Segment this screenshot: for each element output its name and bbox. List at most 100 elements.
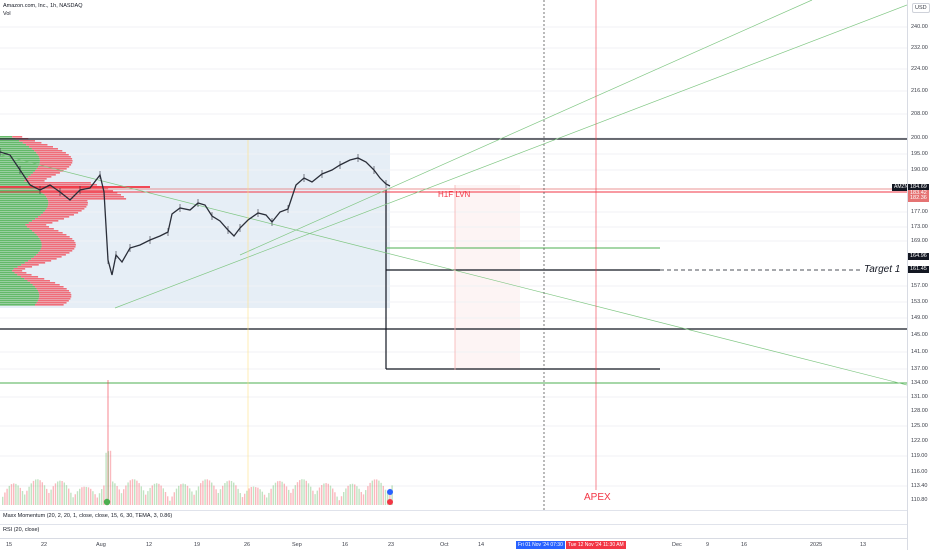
volume-profile-bar: [0, 220, 33, 222]
time-label: 14: [478, 542, 485, 548]
price-tag: 164.96: [908, 252, 929, 260]
price-tag: 184.69: [908, 183, 929, 191]
volume-bar: [19, 487, 21, 505]
volume-profile-bar: [0, 282, 31, 284]
price-tick: 177.00: [911, 209, 928, 215]
volume-bar: [83, 486, 85, 505]
volume-profile-bar: [0, 200, 49, 202]
volume-bar: [288, 489, 290, 505]
volume-bar: [277, 481, 279, 505]
time-marker[interactable]: Tue 12 Nov '24 11:30 AM: [566, 541, 626, 549]
volume-bar: [164, 492, 167, 505]
volume-bar: [338, 500, 340, 505]
volume-bar: [178, 485, 180, 505]
volume-profile-bar: [32, 284, 60, 286]
volume-bar: [239, 493, 241, 505]
volume-bar: [367, 486, 369, 505]
time-label: 23: [388, 542, 395, 548]
volume-bar: [226, 481, 228, 505]
volume-profile-bar: [25, 224, 47, 226]
volume-profile-bar: [36, 234, 67, 236]
momentum-indicator-label[interactable]: Maxx Momentum (20, 2, 20, 1, close, clos…: [3, 513, 173, 519]
volume-bar: [371, 480, 373, 505]
volume-bar: [118, 489, 120, 505]
volume-profile-bar: [0, 252, 39, 254]
volume-bar: [138, 483, 140, 505]
volume-bar: [162, 488, 164, 505]
volume-bar: [186, 485, 189, 505]
volume-bar: [200, 483, 202, 505]
hlvn-label[interactable]: H1F LVN: [438, 190, 471, 199]
volume-bar: [74, 494, 76, 505]
price-tick: 137.00: [911, 366, 928, 372]
rsi-indicator-label[interactable]: RSI (20, close): [3, 527, 40, 533]
volume-bar: [127, 482, 129, 505]
momentum-pane[interactable]: Maxx Momentum (20, 2, 20, 1, close, clos…: [0, 510, 907, 525]
volume-profile-bar: [37, 300, 69, 302]
volume-profile-bar: [0, 136, 13, 138]
volume-profile-bar: [20, 276, 39, 278]
volume-profile-bar: [17, 266, 33, 268]
volume-profile-bar: [36, 254, 66, 256]
price-tick: 113.40: [911, 483, 928, 489]
volume-bar: [296, 482, 299, 505]
volume-bar: [323, 483, 325, 505]
poc-bar: [0, 186, 150, 188]
time-label: Aug: [96, 542, 106, 548]
volume-bar: [382, 485, 384, 505]
time-marker[interactable]: Fri 01 Nov '24 07:30: [516, 541, 565, 549]
currency-button[interactable]: USD: [912, 3, 930, 13]
trendline-upper: [114, 4, 907, 309]
volume-bar: [120, 493, 123, 505]
volume-profile-bar: [24, 180, 45, 182]
volume-profile-bar: [40, 190, 114, 192]
volume-bar: [365, 490, 367, 505]
volume-profile-bar: [0, 208, 47, 210]
apex-label[interactable]: APEX: [584, 492, 611, 503]
price-tick: 149.00: [911, 315, 928, 321]
volume-profile-bar: [0, 212, 43, 214]
price-tick: 134.00: [911, 380, 928, 386]
volume-profile-bar: [46, 208, 85, 210]
volume-profile-bar: [0, 288, 37, 290]
price-tick: 200.00: [911, 135, 928, 141]
volume-bar: [109, 450, 112, 505]
volume-profile-bar: [0, 148, 32, 150]
volume-profile-bar: [0, 292, 39, 294]
volume-profile-bar: [0, 270, 13, 272]
time-label: 19: [194, 542, 201, 548]
volume-bar: [285, 486, 288, 505]
time-axis[interactable]: 1522Aug121926Sep1623Oct1421Dec916202513F…: [0, 538, 907, 551]
volume-profile-bar: [0, 196, 47, 198]
price-scale[interactable]: USD 240.00 232.00 224.00 216.00 208.00 200.00…: [907, 0, 932, 550]
volume-profile-bar: [0, 216, 39, 218]
volume-bar: [303, 479, 305, 505]
volume-bar: [329, 485, 332, 505]
volume-bar: [237, 488, 239, 505]
volume-profile-bar: [39, 250, 73, 252]
trendline-rising: [239, 0, 813, 256]
volume-profile-bar: [0, 264, 22, 266]
volume-bar: [373, 479, 376, 505]
price-tick: 208.00: [911, 111, 928, 117]
volume-profile-bar: [0, 206, 48, 208]
target-1-label[interactable]: Target 1: [864, 264, 901, 275]
volume-profile-bar: [0, 266, 18, 268]
volume-profile-bar: [0, 210, 45, 212]
volume-profile-bar: [33, 256, 62, 258]
symbol-price-tag: AMZN: [892, 184, 911, 191]
rsi-pane[interactable]: RSI (20, close): [0, 524, 907, 539]
volume-bar: [140, 486, 142, 505]
volume-bar: [336, 496, 338, 505]
price-tick: 131.00: [911, 394, 928, 400]
volume-bar: [290, 492, 292, 505]
volume-bar: [235, 485, 237, 505]
chart-area[interactable]: Amazon.com, Inc., 1h, NASDAQ Vol H1F LVN…: [0, 0, 907, 510]
volume-bar: [334, 492, 336, 505]
price-chart[interactable]: [0, 0, 907, 510]
volume-profile-bar: [0, 154, 38, 156]
volume-bar: [349, 484, 351, 505]
volume-profile-bar: [32, 230, 59, 232]
volume-bar: [389, 488, 391, 505]
price-tick: 128.00: [911, 408, 928, 414]
